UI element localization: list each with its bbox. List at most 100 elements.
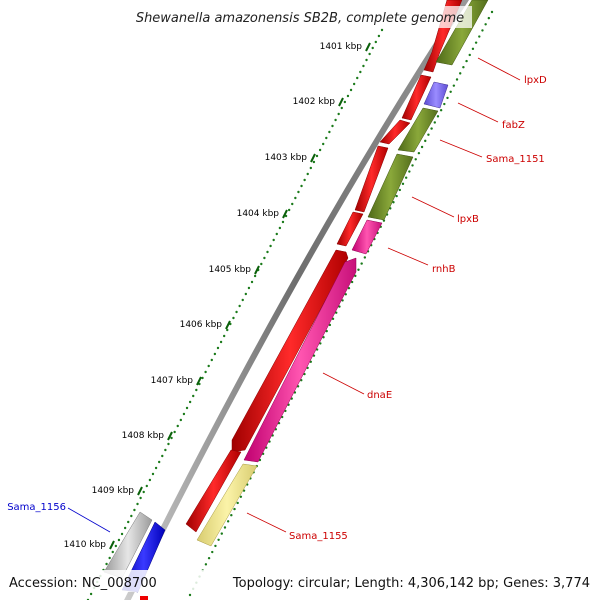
- gc-dot: [207, 364, 210, 368]
- gene-feature-sama1151-red[interactable]: [379, 119, 411, 145]
- gene-label[interactable]: Sama_1156: [7, 502, 66, 513]
- gc-dot: [371, 46, 374, 50]
- scale-tick-label: 1403 kbp: [265, 153, 308, 163]
- gene-label[interactable]: lpxB: [457, 214, 479, 225]
- scale-tick-label: 1402 kbp: [293, 97, 336, 107]
- gc-dot: [230, 514, 233, 517]
- gc-dot: [161, 454, 164, 458]
- gc-dot: [204, 370, 207, 374]
- gene-leader-line: [246, 512, 287, 533]
- gc-dot: [263, 256, 266, 260]
- gc-dot: [222, 334, 226, 338]
- scale-tick: [282, 209, 288, 219]
- gc-dot: [335, 311, 338, 314]
- gc-dot: [241, 298, 244, 302]
- gc-dot: [238, 304, 241, 308]
- gc-dot: [250, 280, 254, 284]
- gene-feature-dnae-red[interactable]: [231, 249, 349, 453]
- gene-feature-dnae-pink[interactable]: [243, 257, 357, 463]
- gc-dot: [130, 514, 133, 518]
- gc-dot: [356, 76, 359, 80]
- gene-leader-line: [67, 507, 111, 533]
- scale-tick-label: 1401 kbp: [320, 42, 363, 52]
- backbone-arc: [124, 0, 470, 600]
- gene-feature-lpxb-red[interactable]: [354, 145, 389, 213]
- gc-dot: [223, 526, 227, 529]
- gc-dot: [235, 310, 238, 314]
- gene-label[interactable]: lpxD: [524, 75, 547, 86]
- gene-label[interactable]: dnaE: [367, 390, 392, 401]
- gc-dot: [490, 10, 494, 14]
- gene-labels: lpxD fabZ Sama_1151 lpxB rnhB dnaE Sama_1155 Sa…: [7, 75, 547, 542]
- gene-feature-sama1151-olive[interactable]: [397, 107, 439, 153]
- gene-feature-tail-red: [140, 596, 148, 600]
- gc-dot: [281, 220, 285, 224]
- gc-dot: [89, 592, 93, 596]
- gc-dot: [188, 593, 192, 597]
- gene-label[interactable]: Sama_1151: [486, 154, 545, 165]
- gc-dot: [266, 250, 269, 254]
- gc-dot: [343, 100, 347, 104]
- accession-text: Accession: NC_008700: [9, 576, 157, 591]
- gc-dot: [204, 563, 208, 566]
- gene-feature-fabz-purple[interactable]: [423, 81, 449, 109]
- gc-dot: [220, 532, 223, 535]
- scale-tick: [109, 540, 115, 550]
- gc-dot: [195, 388, 198, 392]
- gc-dot: [411, 164, 414, 167]
- gc-dot: [341, 299, 344, 302]
- gc-dot: [294, 196, 297, 200]
- gc-dot: [114, 544, 118, 548]
- gc-dot: [173, 430, 176, 434]
- gc-dot: [331, 124, 334, 128]
- gene-feature-fabz-red[interactable]: [401, 74, 432, 121]
- scale-tick: [137, 486, 143, 496]
- gc-dot: [408, 170, 411, 173]
- gc-dot: [322, 142, 325, 146]
- gc-dot: [201, 376, 204, 380]
- gc-dot: [167, 442, 170, 446]
- gene-feature-lpxd-olive[interactable]: [435, 0, 489, 66]
- gc-dot: [449, 90, 452, 93]
- gc-dot: [111, 550, 114, 554]
- gc-dot: [446, 96, 449, 100]
- gene-feature-rnhb-red[interactable]: [336, 211, 364, 247]
- gene-label[interactable]: fabZ: [502, 120, 525, 131]
- gc-dot: [374, 40, 378, 44]
- gc-dot: [404, 176, 408, 179]
- scale-tick-label: 1408 kbp: [122, 431, 165, 441]
- gene-feature-lpxb-olive[interactable]: [367, 153, 414, 221]
- gc-dot: [139, 496, 142, 500]
- gene-label[interactable]: rnhB: [432, 264, 456, 275]
- gc-dot: [120, 532, 124, 536]
- gene-feature-sama1155-khaki[interactable]: [196, 463, 258, 547]
- gc-dot: [359, 70, 362, 74]
- gc-dot: [287, 208, 291, 212]
- gc-dot: [357, 268, 360, 271]
- gc-dot: [291, 202, 294, 206]
- gene-feature-rnhb-pink[interactable]: [351, 219, 383, 255]
- gc-dot: [233, 507, 236, 511]
- gc-dot: [170, 436, 173, 440]
- scale-tick-label: 1407 kbp: [151, 376, 194, 386]
- gc-content-track-left: [86, 28, 384, 600]
- gc-dot: [207, 556, 211, 560]
- gc-dot: [157, 460, 161, 464]
- gc-dot: [211, 550, 214, 554]
- gc-dot: [154, 466, 158, 470]
- scale-tick: [310, 153, 316, 163]
- gc-dot: [297, 190, 300, 194]
- gc-dot: [439, 108, 443, 112]
- scale-tick-label: 1404 kbp: [237, 209, 280, 219]
- gc-dot: [145, 484, 148, 488]
- gene-feature-sama1155-red[interactable]: [185, 449, 242, 533]
- gc-dot: [338, 305, 341, 308]
- gc-dot: [226, 520, 230, 523]
- gc-dot: [368, 52, 371, 56]
- gc-dot: [401, 182, 405, 186]
- gc-dot: [481, 29, 484, 32]
- gc-dot: [337, 112, 340, 116]
- gc-dot: [474, 41, 478, 44]
- gene-label[interactable]: Sama_1155: [289, 531, 348, 542]
- topology-text: Topology: circular; Length: 4,306,142 bp…: [232, 576, 590, 591]
